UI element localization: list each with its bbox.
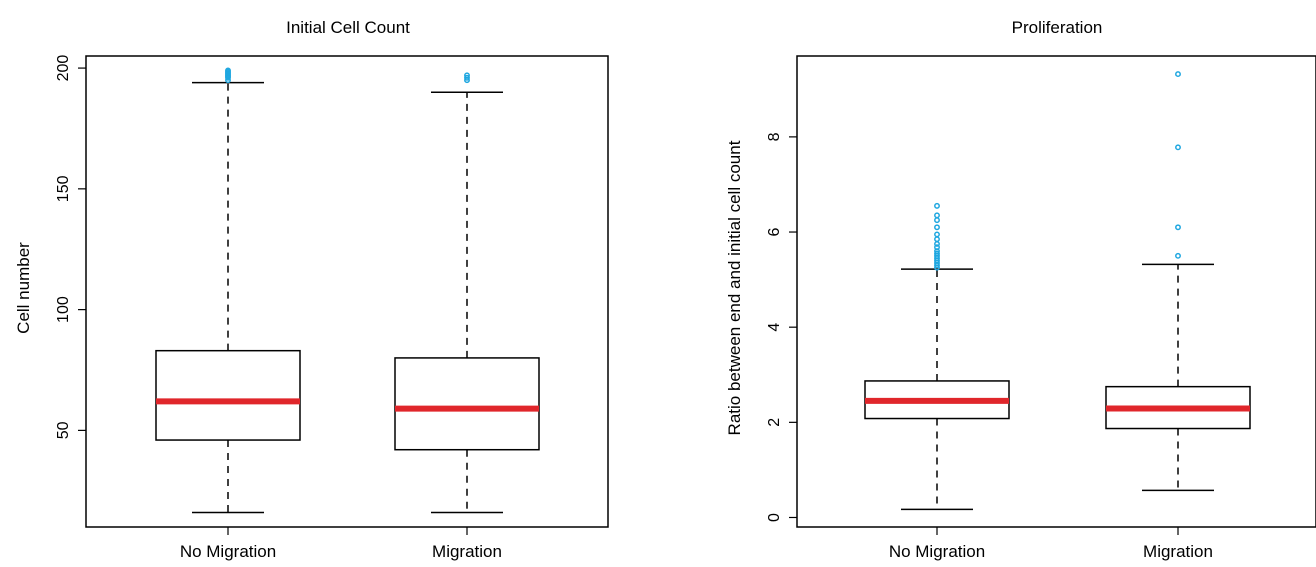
- y-axis: 0 2 4 6 8: [766, 132, 797, 522]
- x-axis-categories: No Migration Migration: [180, 527, 502, 561]
- iqr-box: [394, 357, 540, 451]
- chart-panel-initial-cell-count: Initial Cell Count Cell number 50 100 150 2…: [14, 18, 609, 561]
- outlier-point: [934, 202, 940, 209]
- box-migration: [394, 72, 540, 514]
- outlier-point: [1175, 144, 1181, 151]
- box-no-migration: [155, 67, 301, 514]
- outlier-point: [464, 74, 470, 81]
- y-tick-label: 4: [766, 323, 783, 332]
- chart-panel-proliferation: Proliferation Ratio between end and init…: [725, 18, 1316, 561]
- y-tick-label: 100: [55, 296, 72, 323]
- boxplot-series: [864, 71, 1251, 511]
- y-axis: 50 100 150 200: [55, 55, 86, 439]
- x-category-label: No Migration: [889, 542, 985, 561]
- y-tick-label: 6: [766, 227, 783, 236]
- outlier-point: [934, 212, 940, 219]
- y-axis-label: Cell number: [14, 242, 33, 334]
- outlier-point: [934, 250, 940, 257]
- outlier-point: [1175, 71, 1181, 78]
- outlier-point: [934, 236, 940, 243]
- outlier-point: [464, 72, 470, 79]
- y-tick-label: 2: [766, 418, 783, 427]
- x-category-label: Migration: [432, 542, 502, 561]
- outlier-point: [934, 240, 940, 247]
- box-migration: [1105, 71, 1251, 492]
- y-tick-label: 8: [766, 132, 783, 141]
- outlier-point: [934, 231, 940, 238]
- plot-frame: [85, 55, 609, 528]
- y-tick-label: 150: [55, 175, 72, 202]
- x-category-label: No Migration: [180, 542, 276, 561]
- y-tick-label: 200: [55, 55, 72, 82]
- plot-frame: [796, 55, 1316, 528]
- chart-title: Initial Cell Count: [286, 18, 410, 37]
- boxplot-series: [155, 67, 540, 514]
- x-category-label: Migration: [1143, 542, 1213, 561]
- outlier-point: [225, 67, 231, 74]
- box-no-migration: [864, 202, 1010, 511]
- y-tick-label: 50: [55, 421, 72, 439]
- outlier-point: [1175, 224, 1181, 231]
- outlier-point: [934, 217, 940, 224]
- y-tick-label: 0: [766, 513, 783, 522]
- outlier-point: [1175, 252, 1181, 259]
- x-axis-categories: No Migration Migration: [889, 527, 1213, 561]
- y-axis-label: Ratio between end and initial cell count: [725, 140, 744, 435]
- chart-title: Proliferation: [1012, 18, 1103, 37]
- outlier-point: [934, 224, 940, 231]
- outlier-point: [934, 244, 940, 251]
- iqr-box: [155, 349, 301, 441]
